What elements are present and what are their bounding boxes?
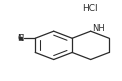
Text: N: N [17, 34, 24, 43]
Text: C: C [18, 34, 24, 43]
Text: HCl: HCl [82, 4, 98, 13]
Text: NH: NH [92, 24, 105, 33]
